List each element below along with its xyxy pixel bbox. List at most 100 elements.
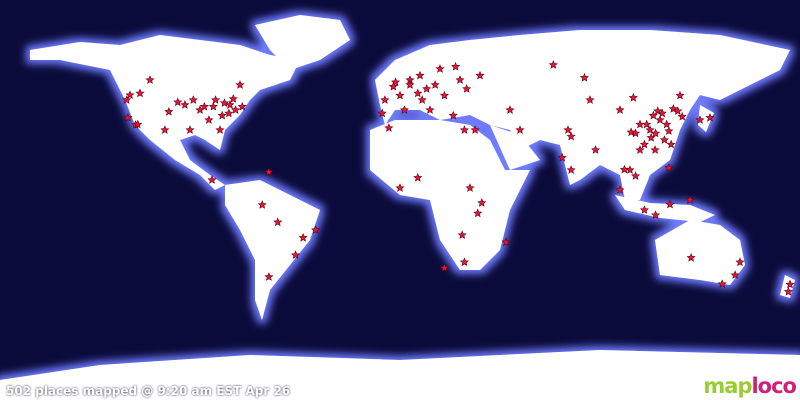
place-marker-star-icon[interactable]: [215, 125, 225, 134]
place-marker-star-icon[interactable]: [435, 64, 445, 73]
place-marker-star-icon[interactable]: [377, 108, 387, 118]
place-marker-star-icon[interactable]: [417, 95, 427, 104]
place-marker-star-icon[interactable]: [228, 94, 238, 103]
place-marker-star-icon[interactable]: [615, 105, 625, 114]
place-marker-star-icon[interactable]: [566, 131, 576, 141]
place-marker-star-icon[interactable]: [686, 253, 696, 262]
place-marker-star-icon[interactable]: [199, 101, 209, 111]
place-marker-star-icon[interactable]: [225, 100, 235, 109]
place-marker-star-icon[interactable]: [451, 61, 461, 71]
place-marker-star-icon[interactable]: [405, 80, 415, 89]
place-marker-star-icon[interactable]: [501, 237, 511, 247]
place-marker-star-icon[interactable]: [415, 70, 425, 80]
place-marker-star-icon[interactable]: [785, 279, 795, 289]
place-marker-star-icon[interactable]: [626, 127, 636, 137]
place-marker-star-icon[interactable]: [645, 125, 655, 134]
place-marker-star-icon[interactable]: [657, 108, 667, 118]
place-marker-star-icon[interactable]: [619, 164, 629, 174]
place-marker-star-icon[interactable]: [439, 90, 449, 100]
place-marker-star-icon[interactable]: [395, 90, 405, 100]
place-marker-star-icon[interactable]: [585, 95, 595, 104]
place-marker-star-icon[interactable]: [399, 105, 409, 114]
place-marker-star-icon[interactable]: [384, 123, 394, 132]
place-marker-star-icon[interactable]: [666, 139, 676, 149]
place-marker-star-icon[interactable]: [257, 200, 267, 209]
place-marker-star-icon[interactable]: [413, 88, 423, 98]
place-marker-star-icon[interactable]: [579, 73, 589, 82]
place-marker-star-icon[interactable]: [188, 95, 198, 104]
place-marker-star-icon[interactable]: [145, 75, 155, 84]
place-marker-star-icon[interactable]: [185, 125, 195, 134]
place-marker-star-icon[interactable]: [717, 279, 727, 288]
place-marker-star-icon[interactable]: [291, 250, 301, 259]
place-marker-star-icon[interactable]: [735, 257, 745, 267]
place-marker-star-icon[interactable]: [164, 107, 174, 116]
place-marker-star-icon[interactable]: [264, 272, 274, 281]
place-marker-star-icon[interactable]: [631, 171, 641, 180]
place-marker-star-icon[interactable]: [473, 208, 483, 218]
place-marker-star-icon[interactable]: [505, 105, 515, 114]
place-marker-star-icon[interactable]: [563, 125, 573, 134]
place-marker-star-icon[interactable]: [665, 199, 675, 209]
place-marker-star-icon[interactable]: [465, 183, 475, 192]
place-marker-star-icon[interactable]: [413, 173, 423, 182]
place-marker-star-icon[interactable]: [133, 119, 143, 129]
place-marker-star-icon[interactable]: [477, 198, 487, 207]
place-marker-star-icon[interactable]: [685, 195, 695, 204]
place-marker-star-icon[interactable]: [180, 100, 190, 109]
place-marker-star-icon[interactable]: [566, 165, 576, 174]
place-marker-star-icon[interactable]: [135, 88, 145, 98]
place-marker-star-icon[interactable]: [783, 287, 793, 296]
place-marker-star-icon[interactable]: [695, 115, 705, 124]
place-marker-star-icon[interactable]: [204, 115, 214, 124]
place-marker-star-icon[interactable]: [160, 125, 170, 134]
place-marker-star-icon[interactable]: [557, 153, 567, 162]
place-marker-star-icon[interactable]: [123, 113, 133, 122]
place-marker-star-icon[interactable]: [664, 163, 674, 172]
place-marker-star-icon[interactable]: [264, 167, 274, 176]
place-marker-star-icon[interactable]: [730, 270, 740, 279]
place-marker-star-icon[interactable]: [662, 119, 672, 129]
place-marker-star-icon[interactable]: [207, 175, 217, 184]
place-marker-star-icon[interactable]: [237, 101, 247, 111]
place-marker-star-icon[interactable]: [425, 105, 435, 114]
place-marker-star-icon[interactable]: [651, 210, 661, 219]
place-marker-star-icon[interactable]: [217, 110, 227, 120]
place-marker-star-icon[interactable]: [311, 225, 321, 234]
place-marker-star-icon[interactable]: [475, 70, 485, 80]
place-marker-star-icon[interactable]: [211, 95, 221, 104]
place-marker-star-icon[interactable]: [650, 145, 660, 154]
place-marker-star-icon[interactable]: [388, 81, 398, 91]
place-marker-star-icon[interactable]: [470, 125, 480, 134]
place-marker-star-icon[interactable]: [675, 90, 685, 100]
place-marker-star-icon[interactable]: [615, 185, 625, 194]
place-marker-star-icon[interactable]: [125, 90, 135, 99]
place-marker-star-icon[interactable]: [422, 84, 432, 93]
place-marker-star-icon[interactable]: [639, 139, 649, 149]
place-marker-star-icon[interactable]: [628, 93, 638, 102]
place-marker-star-icon[interactable]: [635, 145, 645, 154]
place-marker-star-icon[interactable]: [651, 128, 661, 138]
place-marker-star-icon[interactable]: [231, 105, 241, 114]
place-marker-star-icon[interactable]: [677, 111, 687, 121]
place-marker-star-icon[interactable]: [664, 126, 674, 135]
place-marker-star-icon[interactable]: [655, 115, 665, 124]
place-marker-star-icon[interactable]: [648, 110, 658, 120]
place-marker-star-icon[interactable]: [173, 97, 183, 107]
place-marker-star-icon[interactable]: [235, 80, 245, 89]
place-marker-star-icon[interactable]: [515, 125, 525, 134]
place-marker-star-icon[interactable]: [639, 205, 649, 214]
place-marker-star-icon[interactable]: [653, 106, 663, 115]
place-marker-star-icon[interactable]: [298, 233, 308, 242]
place-marker-star-icon[interactable]: [395, 183, 405, 192]
place-marker-star-icon[interactable]: [705, 113, 715, 122]
place-marker-star-icon[interactable]: [273, 217, 283, 227]
place-marker-star-icon[interactable]: [448, 110, 458, 120]
place-marker-star-icon[interactable]: [380, 95, 390, 104]
place-marker-star-icon[interactable]: [635, 119, 645, 129]
place-marker-star-icon[interactable]: [430, 80, 440, 89]
place-marker-star-icon[interactable]: [459, 257, 469, 267]
place-marker-star-icon[interactable]: [462, 84, 472, 93]
